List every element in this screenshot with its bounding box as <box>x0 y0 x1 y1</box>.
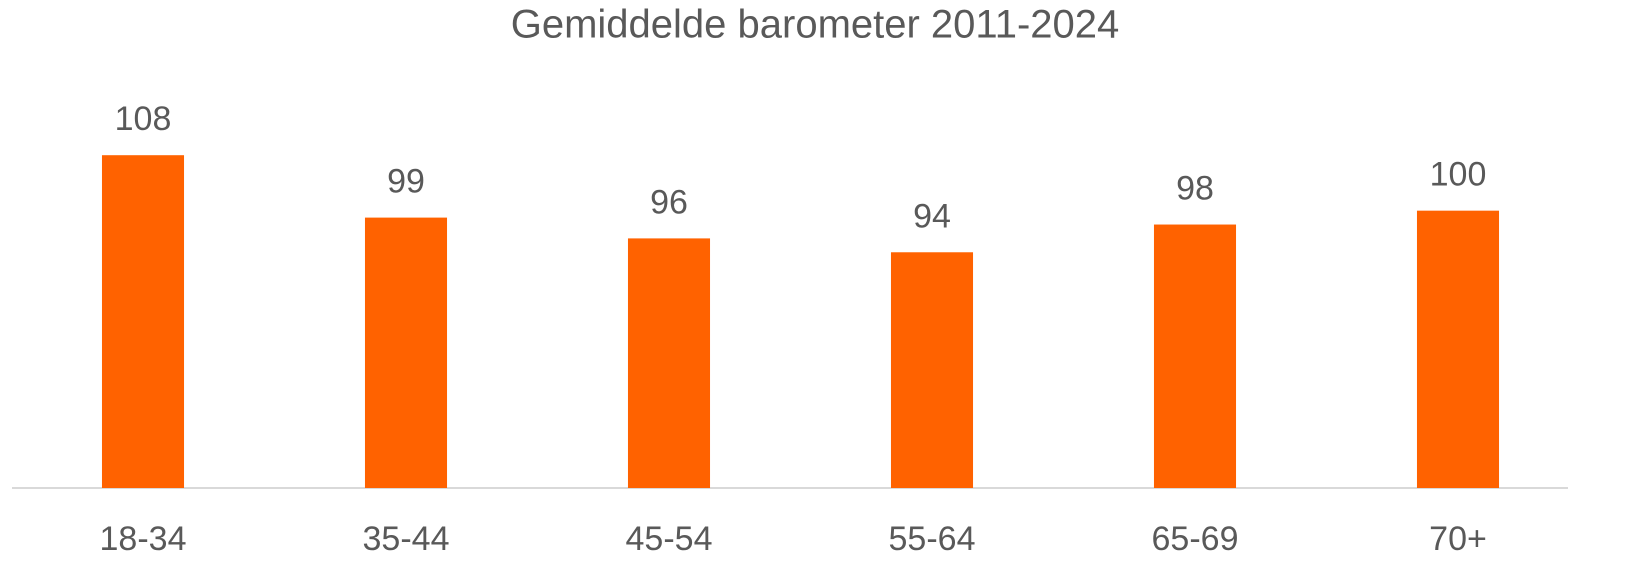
bar <box>890 252 974 488</box>
x-tick-label: 45-54 <box>626 520 713 558</box>
data-label: 100 <box>1430 156 1487 194</box>
bar <box>101 155 185 488</box>
x-tick-label: 65-69 <box>1152 520 1239 558</box>
data-label: 94 <box>913 197 951 235</box>
data-label: 108 <box>115 100 172 138</box>
data-label: 99 <box>387 163 425 201</box>
x-tick-label: 70+ <box>1429 520 1487 558</box>
x-tick-label: 55-64 <box>889 520 976 558</box>
bar <box>1416 210 1500 488</box>
data-label: 96 <box>650 183 688 221</box>
bar <box>1153 224 1237 489</box>
chart-title: Gemiddelde barometer 2011-2024 <box>511 3 1120 47</box>
data-label: 98 <box>1176 170 1214 208</box>
x-tick-label: 18-34 <box>100 520 187 558</box>
x-tick-label: 35-44 <box>363 520 450 558</box>
bar <box>627 238 711 488</box>
bar <box>364 217 448 488</box>
